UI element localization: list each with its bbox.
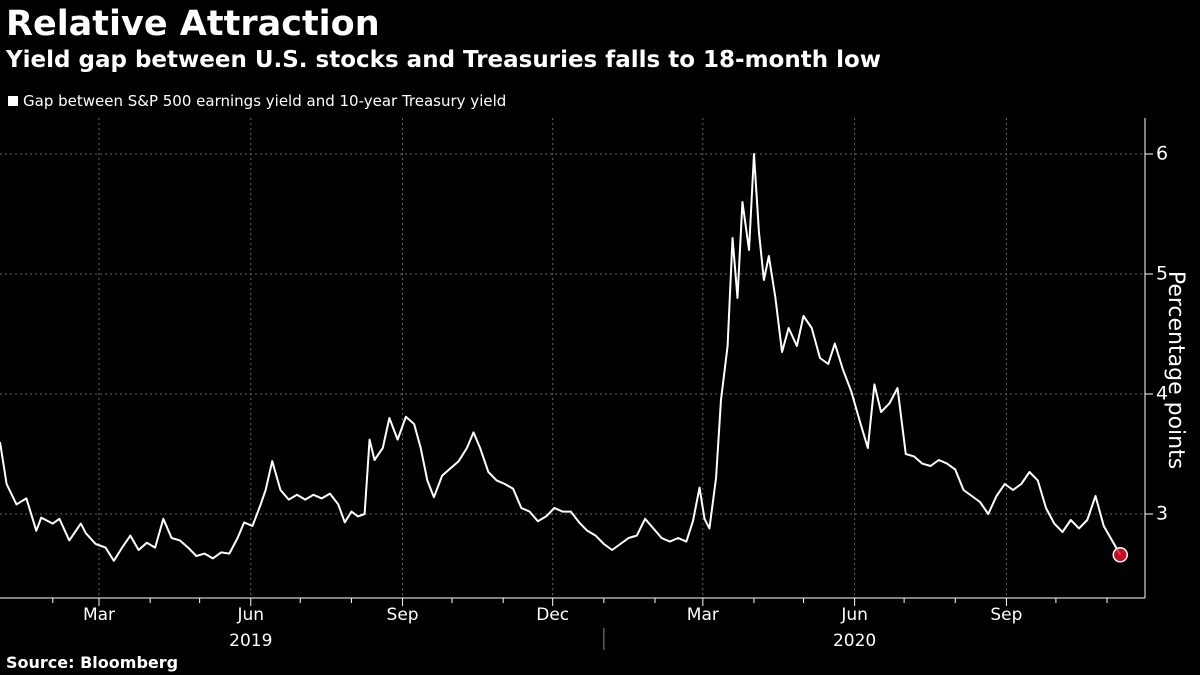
y-tick-label: 5 bbox=[1156, 263, 1168, 285]
year-label: 2019 bbox=[229, 631, 272, 651]
chart-title: Relative Attraction bbox=[6, 4, 380, 44]
x-tick-label: Jun bbox=[840, 605, 868, 625]
y-tick-label: 4 bbox=[1156, 383, 1168, 405]
x-tick-label: Jun bbox=[236, 605, 264, 625]
chart-subtitle: Yield gap between U.S. stocks and Treasu… bbox=[6, 47, 882, 73]
y-tick-label: 6 bbox=[1156, 143, 1168, 165]
grid-lines bbox=[0, 118, 1145, 598]
last-point-marker bbox=[1112, 547, 1129, 563]
x-tick-label: Sep bbox=[990, 605, 1022, 625]
y-tick-label: 3 bbox=[1156, 503, 1168, 525]
x-tick-label: Dec bbox=[536, 605, 569, 625]
axes: 3 4 5 6 Mar Jun Sep Dec Mar Jun Sep 2019 2020 bbox=[0, 118, 1168, 651]
y-axis-label: Percentage points bbox=[1163, 271, 1188, 469]
legend: Gap between S&P 500 earnings yield and 1… bbox=[8, 90, 506, 112]
series-layer bbox=[0, 153, 1129, 563]
x-tick-label: Mar bbox=[687, 605, 719, 625]
x-tick-label: Mar bbox=[83, 605, 115, 625]
legend-swatch bbox=[8, 96, 18, 106]
x-tick-label: Sep bbox=[387, 605, 419, 625]
series-line bbox=[0, 153, 1122, 562]
source-note: Source: Bloomberg bbox=[6, 653, 179, 672]
year-label: 2020 bbox=[833, 631, 876, 651]
legend-label: Gap between S&P 500 earnings yield and 1… bbox=[23, 92, 507, 110]
